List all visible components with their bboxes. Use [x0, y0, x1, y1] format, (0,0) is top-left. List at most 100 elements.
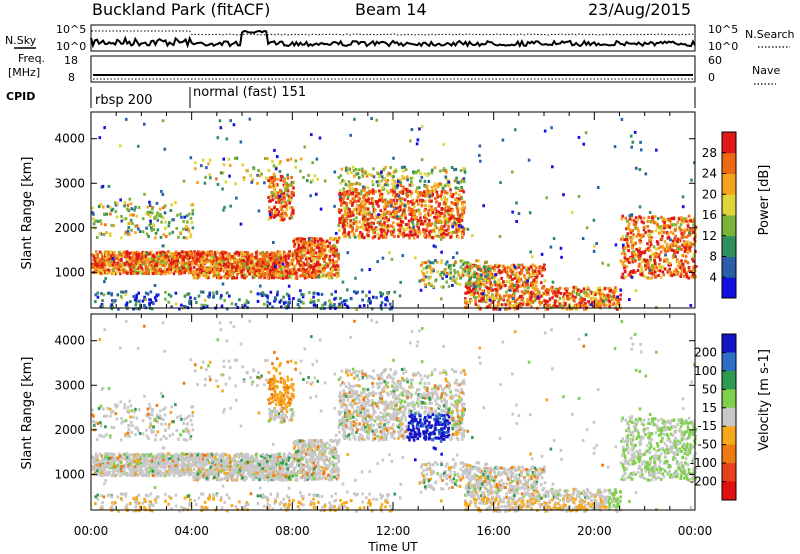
power-cell [504, 284, 507, 288]
power-cell [341, 214, 345, 218]
power-cell [680, 259, 683, 263]
power-cell [530, 293, 533, 297]
power-cell [266, 294, 269, 298]
power-cell [312, 263, 315, 267]
power-cell [261, 294, 264, 298]
power-cell [250, 273, 254, 277]
power-cell [393, 235, 396, 239]
power-cell [91, 253, 94, 257]
power-cell [301, 295, 305, 299]
power-cell [694, 232, 698, 236]
power-cell [629, 257, 633, 261]
power-cell [478, 287, 482, 291]
power-cell [676, 237, 680, 241]
power-cell [272, 258, 276, 262]
power-cell [679, 228, 683, 232]
power-cell [676, 260, 680, 264]
power-cell [661, 244, 664, 248]
power-cell [683, 217, 687, 221]
power-cell [648, 271, 651, 275]
power-cell [505, 290, 508, 294]
power-cell [272, 253, 275, 257]
power-cell [495, 292, 499, 296]
power-cell [387, 191, 390, 195]
power-cell [131, 221, 134, 225]
power-cell [685, 271, 689, 275]
power-cell [224, 257, 228, 261]
power-cell [568, 292, 572, 296]
power-cell [96, 219, 100, 223]
power-cell [693, 268, 696, 272]
power-cell [434, 188, 438, 192]
power-cell [443, 212, 446, 216]
noise-search-line [90, 30, 696, 36]
power-cell [370, 213, 374, 217]
power-cell [174, 264, 178, 268]
power-cell [204, 303, 207, 307]
power-cell [312, 269, 315, 273]
power-cell [189, 235, 192, 239]
power-cell [525, 283, 528, 287]
power-cell [178, 252, 181, 256]
power-cell [207, 276, 210, 280]
power-cell [290, 212, 294, 216]
power-cell [299, 261, 303, 265]
power-cell [404, 192, 408, 196]
power-cell [497, 270, 500, 274]
power-cell [538, 266, 541, 270]
power-cell [446, 211, 449, 215]
power-cell [252, 275, 256, 279]
power-cell [259, 259, 263, 263]
power-cell [334, 231, 338, 235]
power-cell [371, 236, 375, 240]
power-cell [549, 286, 553, 290]
power-cell [502, 268, 505, 272]
power-cell [491, 293, 494, 297]
power-cell [351, 187, 355, 191]
power-cell [447, 206, 450, 210]
power-cell [340, 192, 343, 196]
power-cell [124, 232, 127, 236]
power-cell [581, 237, 585, 241]
power-cell [152, 302, 155, 306]
power-cell [321, 264, 324, 268]
power-cell [271, 198, 275, 202]
power-cell [148, 200, 151, 204]
power-cell [348, 207, 351, 211]
power-cell [673, 228, 677, 232]
power-cell [353, 207, 356, 211]
power-cell [359, 211, 363, 215]
power-cell [565, 287, 569, 291]
power-cell [545, 196, 549, 200]
power-cell [367, 197, 371, 201]
power-cell [273, 177, 277, 181]
power-cell [342, 187, 346, 191]
power-cell [650, 272, 653, 276]
power-cell [497, 292, 501, 296]
power-cell [529, 284, 533, 288]
power-cell [526, 303, 529, 307]
power-cell [242, 265, 246, 269]
power-cell [213, 259, 217, 263]
power-cell [624, 216, 628, 220]
power-cell [691, 257, 694, 261]
power-cell [287, 254, 291, 258]
power-cell [629, 274, 632, 278]
power-cell [126, 207, 129, 211]
power-cell [338, 210, 342, 214]
power-cell [505, 280, 509, 284]
power-cell [368, 290, 371, 294]
power-cell [674, 243, 678, 247]
power-cell [243, 262, 246, 266]
power-cell [116, 293, 120, 297]
power-cell [542, 292, 546, 296]
power-cell [144, 297, 147, 301]
power-cell [670, 274, 674, 278]
power-cell [379, 173, 383, 177]
power-cell [497, 264, 501, 268]
power-cell [489, 304, 492, 308]
power-cell [378, 179, 382, 183]
power-cell [278, 194, 282, 198]
power-cell [289, 157, 293, 161]
power-cell [189, 267, 192, 271]
